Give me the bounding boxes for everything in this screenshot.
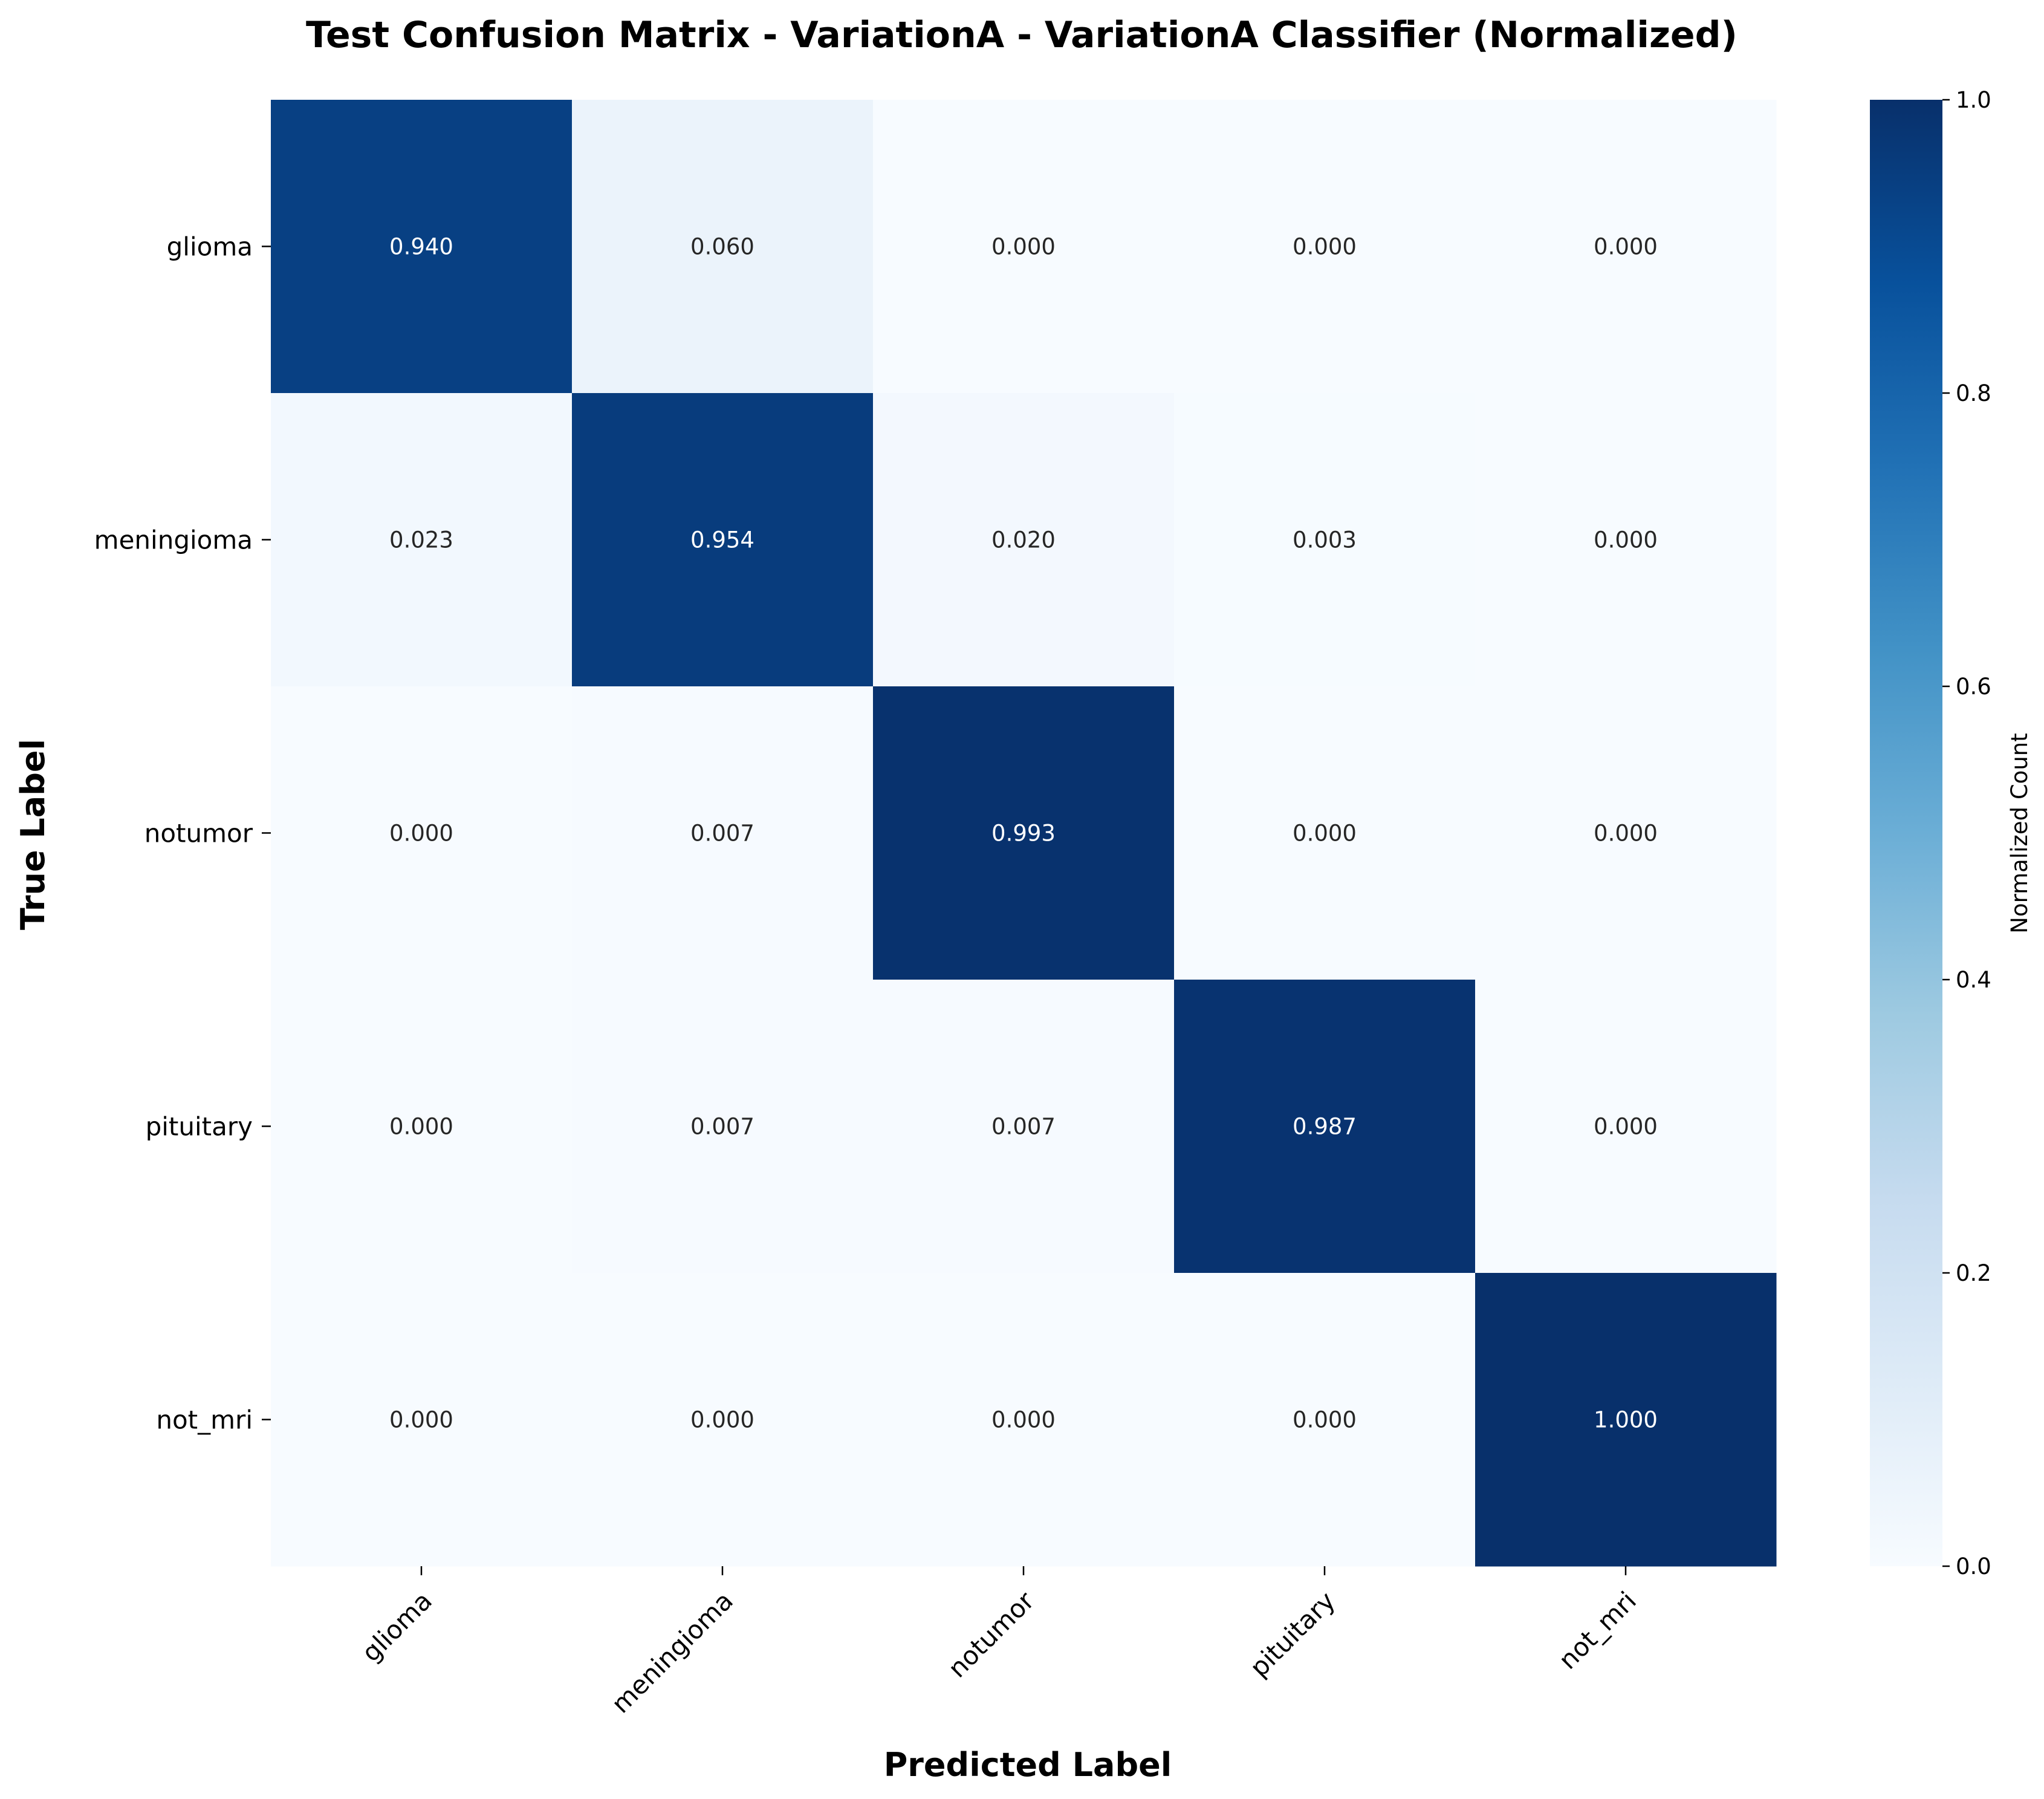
heatmap-cells xyxy=(271,100,1777,1567)
cell-value-label: 0.000 xyxy=(389,1407,453,1433)
colorbar-tick-label: 1.0 xyxy=(1956,87,1991,113)
y-tick-label: not_mri xyxy=(156,1405,253,1435)
heatmap-cell xyxy=(1475,1273,1777,1567)
x-tick-label: not_mri xyxy=(1553,1586,1643,1675)
y-axis-ticks: glioma meningioma notumor pituitary not_mri xyxy=(94,232,271,1435)
heatmap-cell xyxy=(271,980,573,1274)
heatmap-cell xyxy=(873,980,1175,1274)
heatmap-cell xyxy=(572,100,874,394)
cell-value-label: 1.000 xyxy=(1594,1407,1658,1433)
cell-value-label: 0.993 xyxy=(991,821,1056,847)
heatmap-cell xyxy=(873,100,1175,394)
x-axis-title: Predicted Label xyxy=(884,1746,1172,1784)
cell-value-label: 0.007 xyxy=(991,1114,1056,1140)
cell-value-label: 0.023 xyxy=(389,527,453,553)
x-tick-label: notumor xyxy=(943,1586,1040,1684)
heatmap-cell xyxy=(572,1273,874,1567)
cell-value-label: 0.000 xyxy=(1293,1407,1357,1433)
heatmap-cell xyxy=(873,686,1175,980)
cell-value-label: 0.954 xyxy=(690,527,754,553)
cell-value-label: 0.007 xyxy=(690,821,754,847)
heatmap-cell xyxy=(572,393,874,687)
heatmap-cell xyxy=(1174,100,1476,394)
heatmap-cell xyxy=(271,100,573,394)
heatmap-cell xyxy=(1475,686,1777,980)
colorbar xyxy=(1870,100,1942,1566)
heatmap-cell xyxy=(572,686,874,980)
cell-value-label: 0.000 xyxy=(1293,234,1357,260)
cell-value-label: 0.000 xyxy=(991,234,1056,260)
chart-title: Test Confusion Matrix - VariationA - Var… xyxy=(306,14,1737,56)
cell-value-label: 0.020 xyxy=(991,527,1056,553)
cell-value-label: 0.000 xyxy=(389,821,453,847)
heatmap-cell xyxy=(873,1273,1175,1567)
y-tick-label: meningioma xyxy=(94,525,253,555)
heatmap-cell xyxy=(1475,393,1777,687)
cell-value-label: 0.000 xyxy=(1594,821,1658,847)
cell-value-label: 0.007 xyxy=(690,1114,754,1140)
cell-value-label: 0.000 xyxy=(1293,821,1357,847)
heatmap-cell xyxy=(572,980,874,1274)
x-axis-ticks: glioma meningioma notumor pituitary not_mri xyxy=(356,1566,1642,1719)
cell-value-label: 0.000 xyxy=(1594,1114,1658,1140)
x-tick-label: glioma xyxy=(356,1586,438,1667)
heatmap-cell xyxy=(271,686,573,980)
y-axis-title: True Label xyxy=(14,739,52,930)
heatmap-cell xyxy=(271,1273,573,1567)
cell-value-label: 0.987 xyxy=(1293,1114,1357,1140)
x-tick-label: pituitary xyxy=(1244,1586,1341,1682)
heatmap-cell xyxy=(1174,393,1476,687)
colorbar-tick-label: 0.0 xyxy=(1956,1553,1991,1579)
cell-value-label: 0.000 xyxy=(389,1114,453,1140)
heatmap-cell xyxy=(1174,1273,1476,1567)
y-tick-label: pituitary xyxy=(146,1112,253,1142)
cell-value-label: 0.000 xyxy=(690,1407,754,1433)
heatmap-cell xyxy=(271,393,573,687)
cell-value-label: 0.000 xyxy=(991,1407,1056,1433)
colorbar-tick-label: 0.6 xyxy=(1956,674,1991,700)
heatmap-cell-labels: 0.940 0.060 0.000 0.000 0.000 0.023 0.954 0.020… xyxy=(389,234,1658,1433)
heatmap-cell xyxy=(873,393,1175,687)
x-tick-label: meningioma xyxy=(606,1586,739,1719)
heatmap-cell xyxy=(1475,100,1777,394)
colorbar-ticks: 0.0 0.2 0.4 0.6 0.8 1.0 xyxy=(1942,87,1991,1579)
heatmap-cell xyxy=(1174,686,1476,980)
heatmap-cell xyxy=(1475,980,1777,1274)
cell-value-label: 0.060 xyxy=(690,234,754,260)
cell-value-label: 0.000 xyxy=(1594,527,1658,553)
y-tick-label: glioma xyxy=(167,232,253,262)
colorbar-tick-label: 0.8 xyxy=(1956,380,1991,406)
colorbar-tick-label: 0.4 xyxy=(1956,967,1991,993)
cell-value-label: 0.003 xyxy=(1293,527,1357,553)
cell-value-label: 0.940 xyxy=(389,234,453,260)
colorbar-tick-label: 0.2 xyxy=(1956,1260,1991,1286)
y-tick-label: notumor xyxy=(144,819,253,848)
heatmap-cell xyxy=(1174,980,1476,1274)
cell-value-label: 0.000 xyxy=(1594,234,1658,260)
colorbar-label: Normalized Count xyxy=(2007,733,2033,933)
